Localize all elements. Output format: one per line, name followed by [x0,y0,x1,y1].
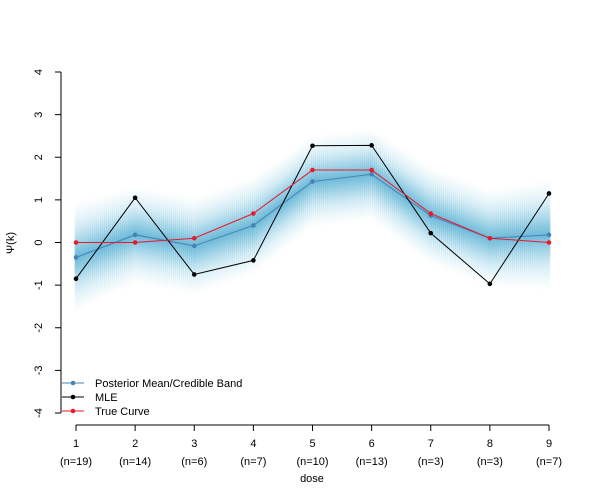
point-mle [369,143,374,148]
point-true-curve [191,235,197,241]
point-posterior-mean [191,243,197,249]
y-tick-label: 4 [33,69,45,75]
x-tick-label: 7 [428,438,434,450]
point-true-curve [487,235,493,241]
point-mle [487,281,493,287]
y-tick-label: -4 [33,408,45,418]
x-tick-label: 3 [191,438,197,450]
legend: Posterior Mean/Credible Band MLE True Cu… [62,378,242,418]
x-sample-size-label: (n=3) [418,456,444,468]
x-sample-size-label: (n=10) [296,456,328,468]
y-axis-title: Ψ(k) [5,232,17,254]
point-mle [428,230,434,236]
x-tick-label: 2 [132,438,138,450]
point-mle [191,272,197,277]
point-posterior-mean [369,172,374,177]
x-tick-label: 1 [73,438,79,450]
point-posterior-mean [546,232,552,238]
x-axis-title: dose [300,473,324,485]
point-posterior-mean [251,223,256,228]
point-posterior-mean [310,179,315,184]
x-sample-size-label: (n=13) [356,456,388,468]
x-sample-size-label: (n=14) [119,456,151,468]
point-mle [546,191,552,196]
legend-label-mle: MLE [95,392,118,404]
point-true-curve [73,240,79,245]
y-tick-label: 0 [33,239,45,245]
legend-label-posterior: Posterior Mean/Credible Band [95,378,242,390]
point-mle [251,258,256,263]
x-tick-label: 9 [546,438,552,450]
legend-item-true-curve: True Curve [62,406,150,418]
x-tick-label: 6 [369,438,375,450]
y-tick-label: -2 [33,323,45,333]
x-sample-size-label: (n=3) [477,456,503,468]
x-sample-size-label: (n=19) [60,456,92,468]
point-true-curve [310,167,315,173]
x-sample-size-label: (n=7) [536,456,562,468]
legend-point-mle [70,394,76,400]
series-layer [73,143,552,287]
y-tick-label: -1 [33,280,45,290]
point-posterior-mean [73,255,79,260]
point-true-curve [369,167,374,173]
x-sample-size-label: (n=7) [240,456,266,468]
y-ticks: -4 -3 -2 -1 0 1 2 3 4 [33,69,61,418]
x-tick-label: 4 [250,438,256,450]
y-tick-label: 2 [33,154,45,160]
legend-label-true-curve: True Curve [95,406,150,418]
x-tick-label: 5 [309,438,315,450]
point-true-curve [132,240,138,245]
legend-item-posterior: Posterior Mean/Credible Band [62,378,242,390]
point-mle [132,195,138,201]
credible-band [74,127,551,314]
point-mle [310,143,315,149]
point-true-curve [546,240,552,245]
x-sample-size-label: (n=6) [181,456,207,468]
y-tick-label: -3 [33,365,45,375]
point-posterior-mean [132,232,138,238]
point-true-curve [251,211,256,216]
point-true-curve [428,211,434,216]
legend-point-true-curve [70,408,76,414]
point-mle [73,276,79,282]
x-tick-label: 8 [487,438,493,450]
legend-item-mle: MLE [62,392,118,404]
x-ticks: 1 (n=19) 2 (n=14) 3 (n=6) 4 (n=7) 5 (n=10) 6 (n=13)… [60,425,562,468]
legend-point-posterior [70,380,76,386]
y-tick-label: 1 [33,197,45,203]
y-tick-label: 3 [33,112,45,118]
